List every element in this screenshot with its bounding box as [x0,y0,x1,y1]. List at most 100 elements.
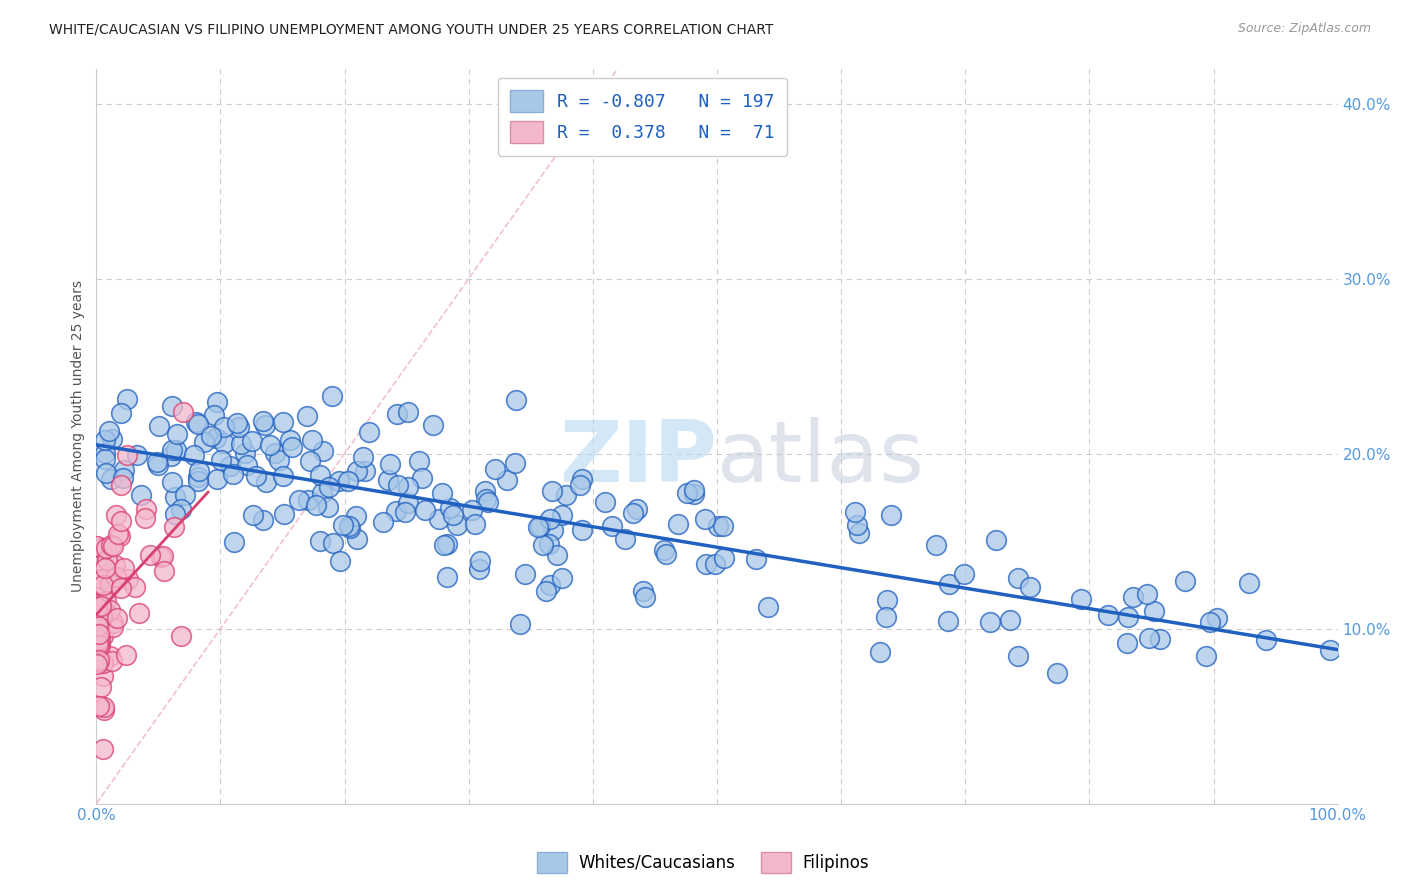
Point [359,425,381,439]
Point [436,570,458,584]
Point [93,703,115,717]
Point [242,508,264,522]
Point [311,486,333,500]
Point [430,485,453,500]
Point [163,520,186,534]
Point [100,571,122,585]
Point [115,392,138,406]
Point [160,399,183,413]
Point [184,415,207,429]
Point [631,584,654,599]
Point [110,406,132,420]
Point [273,507,295,521]
Point [1237,575,1260,590]
Legend: Whites/Caucasians, Filipinos: Whites/Caucasians, Filipinos [530,846,876,880]
Point [87,653,110,667]
Point [474,483,496,498]
Point [505,392,527,407]
Point [422,418,444,433]
Point [408,454,430,468]
Point [676,486,699,500]
Point [91,578,114,592]
Point [134,510,156,524]
Point [87,655,110,669]
Point [711,519,734,533]
Point [94,561,117,575]
Point [318,480,340,494]
Point [105,611,128,625]
Point [218,458,240,473]
Point [91,656,114,670]
Point [172,405,194,419]
Point [568,477,591,491]
Text: atlas: atlas [717,417,925,500]
Point [90,541,112,555]
Point [626,501,648,516]
Point [94,433,117,447]
Point [1046,665,1069,680]
Point [311,444,333,458]
Point [98,577,121,591]
Point [613,532,636,546]
Text: Source: ZipAtlas.com: Source: ZipAtlas.com [1237,22,1371,36]
Point [385,504,408,518]
Point [346,464,368,478]
Point [602,519,624,533]
Point [745,552,768,566]
Point [259,438,281,452]
Point [546,548,568,562]
Point [432,538,454,552]
Point [531,538,554,552]
Point [413,503,436,517]
Point [474,491,496,506]
Point [103,558,125,572]
Point [236,458,259,472]
Point [152,549,174,563]
Point [91,610,114,624]
Point [146,454,169,468]
Point [183,449,205,463]
Point [169,629,191,643]
Point [538,512,561,526]
Point [652,542,675,557]
Point [436,536,458,550]
Point [205,431,228,445]
Point [332,518,354,533]
Point [378,457,401,471]
Point [655,547,678,561]
Point [89,599,111,614]
Point [352,450,374,464]
Point [936,614,959,628]
Point [876,593,898,607]
Point [693,511,716,525]
Point [160,450,183,464]
Point [89,631,111,645]
Point [202,409,225,423]
Point [112,471,135,485]
Point [695,557,717,571]
Point [373,515,395,529]
Point [713,550,735,565]
Point [89,699,111,714]
Point [101,539,124,553]
Point [98,649,121,664]
Point [91,600,114,615]
Point [94,607,117,621]
Point [1019,580,1042,594]
Point [385,407,408,421]
Point [336,474,359,488]
Point [94,466,117,480]
Point [139,549,162,563]
Point [124,580,146,594]
Point [593,495,616,509]
Point [129,488,152,502]
Point [94,541,117,555]
Point [704,557,727,571]
Point [441,508,464,522]
Point [212,435,235,450]
Point [110,477,132,491]
Point [89,633,111,648]
Point [207,395,229,409]
Point [252,513,274,527]
Point [90,680,112,694]
